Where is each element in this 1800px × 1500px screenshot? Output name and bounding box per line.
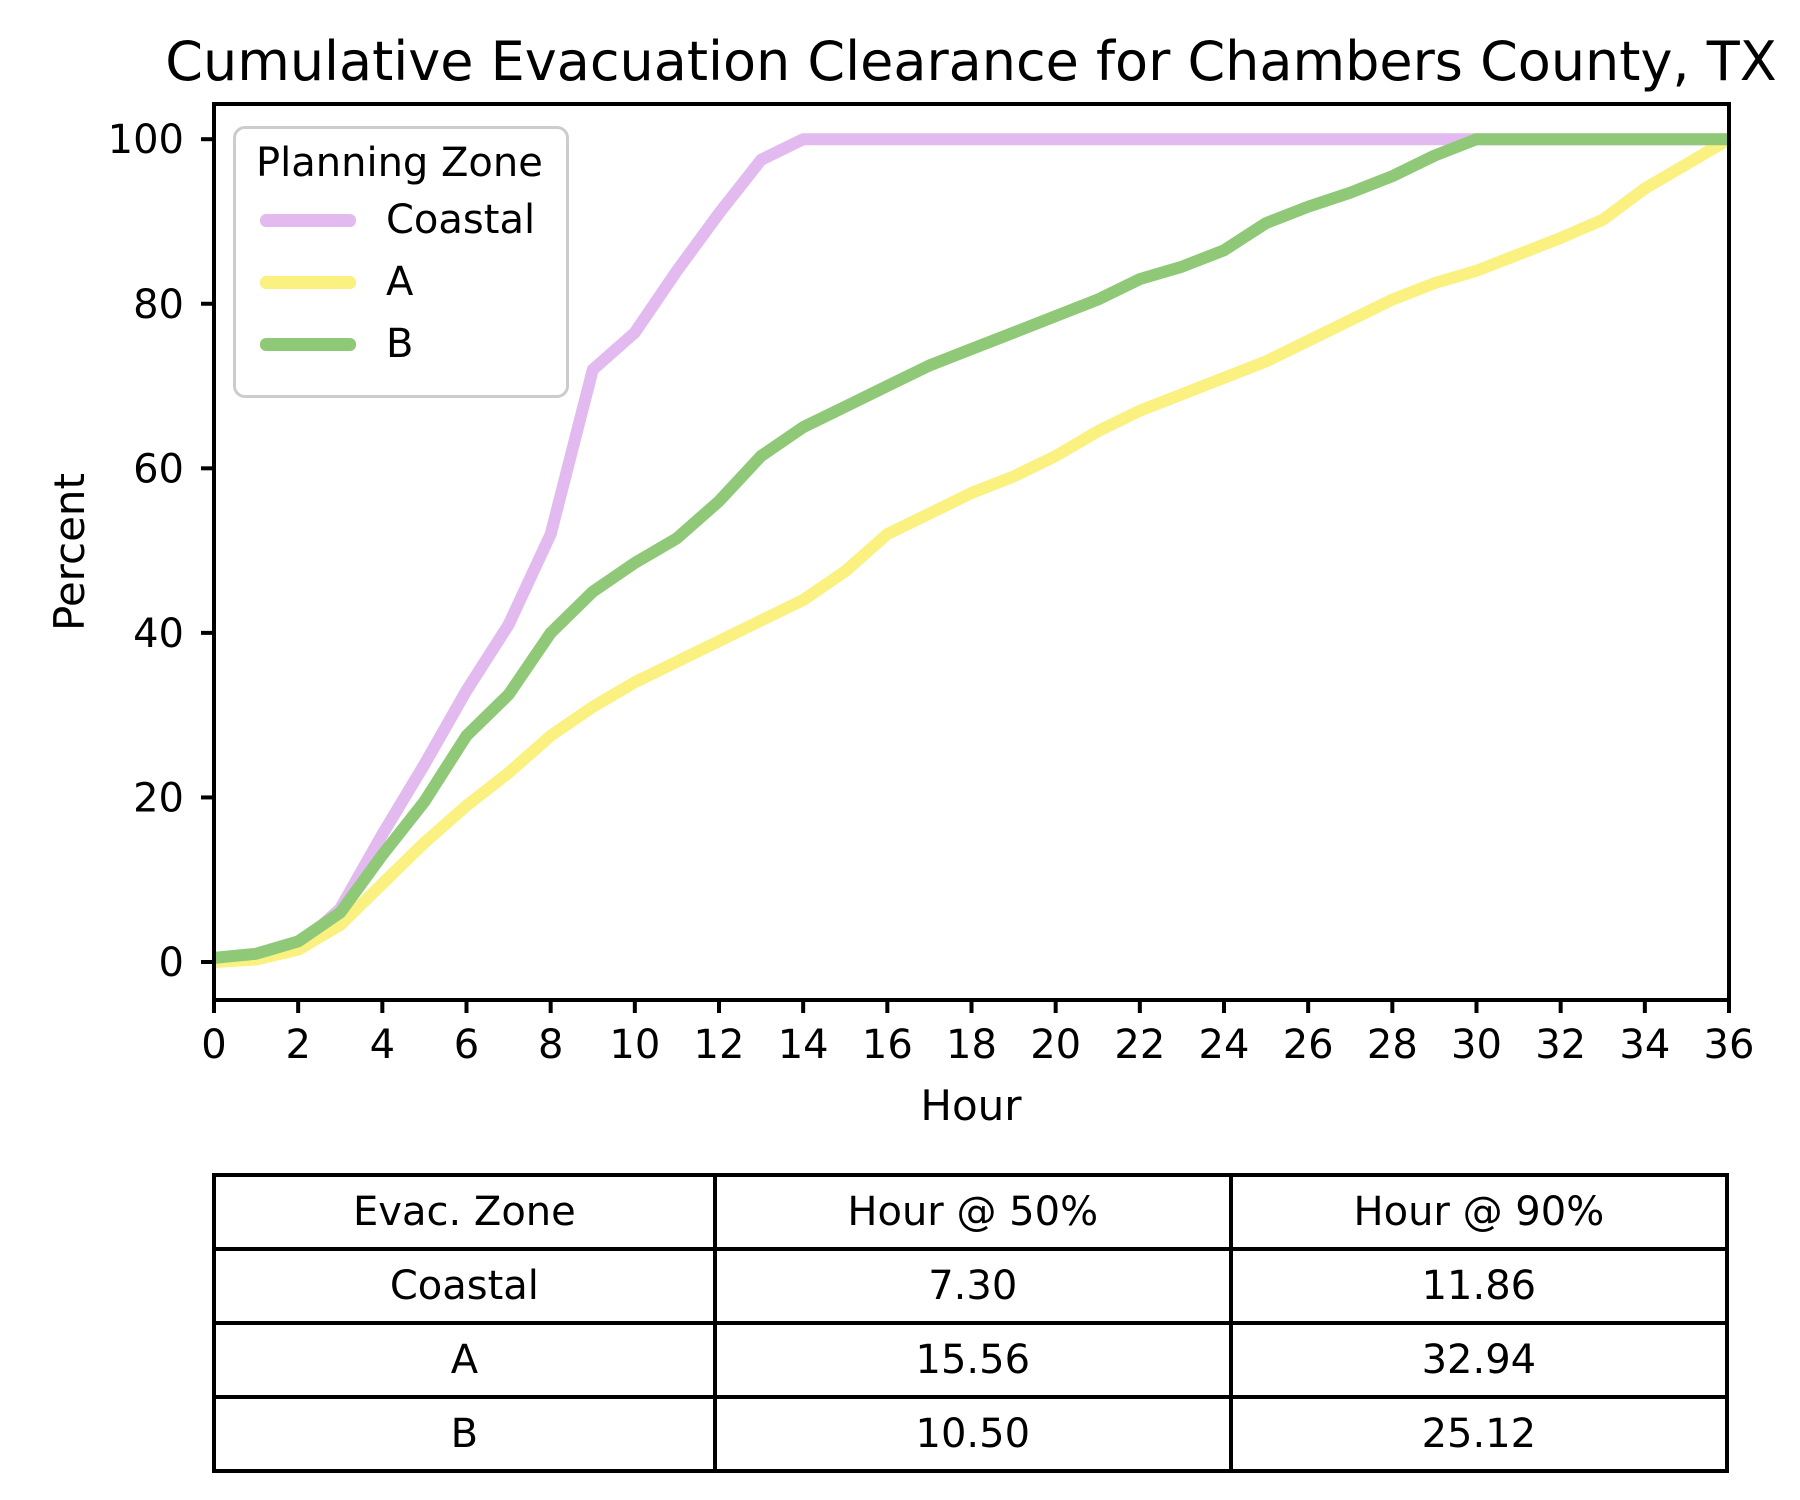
x-tick-label: 30	[1451, 1022, 1502, 1068]
table-row-zone-b: B 10.50 25.12	[212, 1395, 1730, 1473]
table-row-coastal: Coastal 7.30 11.86	[212, 1247, 1730, 1325]
legend-label-zone-b: B	[386, 321, 414, 367]
y-axis-label: Percent	[45, 473, 94, 631]
cell-hour-50: 15.56	[712, 1321, 1233, 1399]
cell-zone: A	[212, 1321, 717, 1399]
chart-title: Cumulative Evacuation Clearance for Cham…	[165, 30, 1776, 93]
legend-label-zone-a: A	[386, 259, 414, 305]
y-tick-label: 60	[133, 446, 184, 492]
header-evac-zone: Evac. Zone	[212, 1173, 717, 1251]
legend-label-coastal: Coastal	[386, 197, 536, 243]
y-tick-label: 0	[159, 940, 184, 986]
legend-swatch-coastal-line	[260, 213, 356, 227]
x-tick-label: 26	[1283, 1022, 1334, 1068]
cell-zone: B	[212, 1395, 717, 1473]
x-tick-label: 2	[285, 1022, 310, 1068]
legend-title: Planning Zone	[256, 140, 543, 186]
cell-hour-90: 32.94	[1228, 1321, 1730, 1399]
evacuation-clearance-chart: Cumulative Evacuation Clearance for Cham…	[45, 30, 1777, 1130]
x-tick-label: 28	[1367, 1022, 1418, 1068]
cell-zone: Coastal	[212, 1247, 717, 1325]
x-tick-label: 24	[1199, 1022, 1250, 1068]
x-tick-label: 16	[862, 1022, 913, 1068]
curve-a	[213, 134, 1733, 968]
table-row-zone-a: A 15.56 32.94	[212, 1321, 1730, 1399]
x-tick-label: 12	[694, 1022, 745, 1068]
x-tick-label: 4	[370, 1022, 395, 1068]
clearance-summary-table: Evac. Zone Hour @ 50% Hour @ 90% Coastal…	[212, 1173, 1730, 1473]
cell-hour-50: 10.50	[712, 1395, 1233, 1473]
x-tick-label: 10	[609, 1022, 660, 1068]
legend-item-coastal: Coastal	[256, 189, 566, 251]
curve-b	[213, 133, 1729, 964]
x-axis-label: Hour	[920, 1081, 1022, 1130]
legend: Planning Zone Coastal A B	[233, 126, 569, 398]
y-tick-label: 100	[108, 117, 184, 163]
x-tick-label: 6	[454, 1022, 479, 1068]
table-header-row: Evac. Zone Hour @ 50% Hour @ 90%	[212, 1173, 1730, 1251]
x-tick-label: 18	[946, 1022, 997, 1068]
y-tick-label: 80	[133, 282, 184, 328]
legend-item-zone-a: A	[256, 251, 566, 313]
axes-layer: 0 2 4 6 8 10 12 14 16 18 20 22 24 26 28 30 32 34 360204060…	[108, 102, 1755, 1068]
cell-hour-90: 11.86	[1228, 1247, 1730, 1325]
x-tick-label: 0	[201, 1022, 226, 1068]
x-tick-label: 20	[1030, 1022, 1081, 1068]
x-tick-label: 32	[1535, 1022, 1586, 1068]
legend-item-zone-b: B	[256, 313, 566, 375]
header-hour-90: Hour @ 90%	[1228, 1173, 1730, 1251]
y-tick-label: 40	[133, 611, 184, 657]
cell-hour-90: 25.12	[1228, 1395, 1730, 1473]
x-tick-label: 36	[1704, 1022, 1755, 1068]
header-hour-50: Hour @ 50%	[712, 1173, 1233, 1251]
cell-hour-50: 7.30	[712, 1247, 1233, 1325]
x-tick-label: 8	[538, 1022, 563, 1068]
plot-frame	[212, 102, 1731, 1002]
x-tick-label: 34	[1619, 1022, 1670, 1068]
y-tick-label: 20	[133, 775, 184, 821]
x-tick-label: 22	[1114, 1022, 1165, 1068]
legend-swatch-zone-b-line	[260, 337, 356, 351]
x-tick-label: 14	[778, 1022, 829, 1068]
legend-swatch-zone-a-line	[260, 275, 356, 289]
